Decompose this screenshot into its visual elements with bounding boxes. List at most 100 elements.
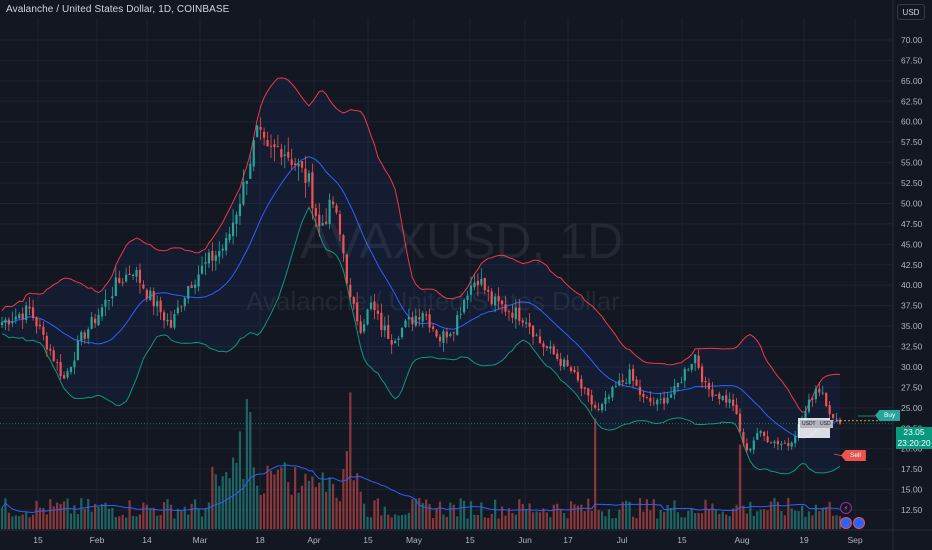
candle-body [38, 324, 42, 327]
volume-bar [397, 515, 400, 529]
candle-body [731, 399, 735, 406]
candle-body [435, 330, 438, 337]
candle-body [352, 296, 355, 304]
volume-bar [773, 498, 776, 529]
candle-body [718, 393, 721, 399]
candle-body [87, 329, 90, 339]
volume-bar [400, 514, 404, 529]
candle-body [42, 326, 45, 335]
candle-body [559, 358, 562, 366]
volume-bar [528, 503, 531, 529]
last-price-label: 23.05 [896, 427, 932, 438]
us-flag-icon[interactable] [853, 517, 865, 529]
candle-body [169, 319, 173, 328]
price-tick-label: 50.00 [901, 198, 923, 208]
volume-bar [269, 470, 273, 529]
volume-bar [87, 498, 90, 529]
price-tick-label: 57.50 [901, 137, 923, 147]
volume-bar [590, 510, 593, 529]
volume-bar [283, 462, 286, 529]
volume-bar [511, 512, 514, 529]
candle-body [752, 440, 755, 450]
candle-body [159, 300, 162, 313]
volume-bar [94, 504, 97, 529]
volume-bar [211, 466, 214, 529]
candle-body [242, 181, 245, 205]
volume-bar [173, 518, 176, 529]
candle-body [52, 350, 55, 362]
currency-selector[interactable]: USD [897, 4, 925, 20]
candle-body [262, 131, 266, 138]
candle-body [300, 161, 304, 168]
candle-body [569, 367, 573, 372]
candle-body [683, 368, 686, 381]
volume-bar [573, 504, 576, 529]
candle-body [669, 394, 673, 398]
volume-bar [66, 498, 69, 529]
volume-bar [176, 508, 179, 529]
candle-body [673, 386, 676, 395]
volume-bar [707, 509, 711, 529]
volume-bar [718, 513, 721, 529]
candle-body [776, 440, 780, 445]
price-tick-label: 40.00 [901, 280, 923, 290]
volume-bar [245, 399, 248, 529]
candle-body [111, 296, 114, 299]
volume-bar [238, 431, 242, 529]
lightning-icon[interactable]: ⚡ [840, 502, 852, 514]
volume-bar [466, 518, 469, 529]
volume-bar [262, 493, 266, 529]
volume-bar [821, 507, 824, 529]
candle-body [811, 398, 814, 400]
volume-bar [652, 499, 655, 529]
buy-signal-label: Buy [875, 410, 901, 421]
candle-body [76, 340, 79, 361]
time-tick-label: Aug [734, 535, 749, 545]
candle-body [194, 284, 197, 288]
candle-body [128, 273, 131, 276]
candle-body [373, 301, 376, 311]
volume-bar [538, 512, 542, 529]
candle-body [511, 312, 514, 318]
candle-body [269, 145, 273, 147]
price-tick-label: 47.50 [901, 219, 923, 229]
candle-body [666, 397, 669, 403]
volume-bar [763, 509, 766, 529]
volume-bar [614, 517, 617, 529]
volume-bar [369, 517, 373, 529]
price-tick-label: 15.00 [901, 485, 923, 495]
candle-body [576, 372, 580, 381]
volume-bar [559, 509, 562, 529]
volume-bar [197, 508, 200, 529]
candle-body [62, 375, 66, 379]
volume-bar [376, 498, 379, 529]
volume-bar [700, 513, 704, 529]
volume-bar [549, 517, 552, 529]
volume-bar [576, 505, 580, 529]
candle-body [766, 436, 769, 443]
price-tick-label: 42.50 [901, 260, 923, 270]
volume-bar [704, 499, 707, 529]
volume-bar [625, 500, 628, 529]
price-tick-label: 52.50 [901, 178, 923, 188]
volume-bar [459, 498, 462, 529]
candle-body [594, 404, 597, 408]
candle-body [663, 397, 666, 404]
candle-body [749, 448, 752, 451]
candle-body [369, 302, 373, 309]
price-tick-label: 25.00 [901, 403, 923, 413]
volume-bar [352, 480, 355, 529]
basis-line [1, 156, 841, 439]
volume-bar [97, 506, 100, 529]
candle-body [342, 235, 345, 254]
candle-body [125, 274, 128, 282]
us-flag-icon[interactable] [840, 517, 852, 529]
candle-body [0, 322, 4, 326]
candle-body [249, 163, 252, 179]
time-tick-label: May [406, 535, 423, 545]
candle-body [280, 149, 283, 158]
volume-bar [449, 502, 452, 529]
time-tick-label: Jul [617, 535, 628, 545]
time-axis[interactable]: 15 Feb 14 Mar 18 Apr 15 May 15 Jun 17 Jul 15 Aug 19 Sep [33, 535, 863, 545]
